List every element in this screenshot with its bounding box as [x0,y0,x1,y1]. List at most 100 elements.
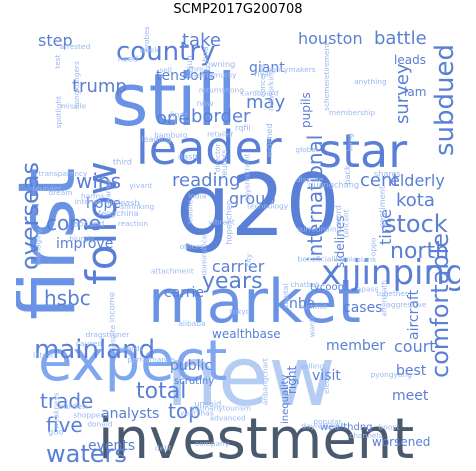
cloud-word-court: court [394,337,436,356]
cloud-word-time: time [376,209,395,245]
cloud-word-market: market [148,267,361,337]
cloud-word-stock: stock [384,210,448,238]
cloud-word-years: years [202,269,263,294]
cloud-word-new: new [166,330,336,425]
cloud-word-hopeschen: hopeschen [224,200,234,245]
cloud-word-electric: electric [322,367,331,394]
cloud-word-trade: trade [40,389,93,413]
cloud-word-networking: networking [267,69,276,111]
cloud-word-leads: leads [394,53,426,67]
cloud-word-dream: dream [49,188,73,197]
cloud-word-popular: popular [313,417,342,426]
cloud-word-may: may [246,92,286,113]
cloud-word-one: one [156,108,190,129]
cloud-word-membership: membership [329,108,376,117]
cloud-word-policymakers: policymakers [267,65,316,74]
cloud-word-hongkongers: hongkongers [72,61,81,109]
cloud-word-kota: kota [396,190,435,211]
cloud-word-probes: probes [142,26,151,51]
cloud-word-visit: visit [312,368,341,384]
cloud-word-blundy: blundy [69,234,95,243]
cloud-word-north: north [390,239,449,264]
cloud-word-leading: leading [141,134,171,144]
cloud-word-need: need [118,53,138,63]
cloud-word-summit: summit [299,302,327,311]
cloud-word-lam: lam [404,85,426,99]
cloud-word-yearshas: yearshas [180,409,214,418]
cloud-word-jinping: jinping [351,253,460,293]
cloud-word-selling: selling [300,362,324,371]
cloud-word-houston: houston [298,29,363,48]
cloud-word-third: third [113,156,132,166]
cloud-word-fosun: fosun [184,55,194,78]
cloud-word-wealth: wealth [212,327,252,341]
cloud-word-anbangchart: anbangchart [261,358,270,405]
cloud-word-germanytourism: germanytourism [190,404,251,413]
cloud-word-public: public [170,358,212,374]
cloud-word-border: border [191,106,251,127]
cloud-word-hna: hna [200,46,210,61]
cloud-word-company: company [195,439,230,448]
cloud-word-pupils: pupils [299,92,313,128]
cloud-word-guo: guo [48,426,63,436]
cloud-word-beneficialifornia: beneficialifornia [298,254,357,263]
cloud-word-week: week [139,45,159,54]
cloud-word-others: others [180,242,204,251]
cloud-word-returnshong: returnshong [199,86,244,95]
cloud-word-hamburg: hamburg [154,130,188,139]
cloud-word-chatbot: chatbot [291,280,319,289]
cloud-word-aftermath: aftermath [380,280,389,317]
cloud-word-member: member [326,338,385,354]
cloud-word-burden: burden [58,401,87,411]
cloud-word-hope: hope [86,196,121,212]
cloud-word-easingmurky: easingmurky [189,71,237,80]
cloud-word-transparency: transparency [39,169,88,178]
cloud-word-meet: meet [392,388,429,404]
cloud-word-carrie: carrie [164,285,204,301]
cloud-word-capital: capital [281,284,290,309]
cloud-word-tensions: tensions [156,68,215,84]
cloud-word-cases: cases [343,300,382,316]
cloud-word-five: five [46,413,83,437]
cloud-word-sentiment: sentiment [377,185,387,227]
cloud-word-reading: reading [172,170,240,191]
cloud-word-back: back [342,165,352,185]
cloud-word-missile: missile [61,102,87,111]
cloud-word-elderly: elderly [390,171,445,190]
cloud-word-owning: owning [206,59,236,69]
cloud-word-wanda: wanda [103,179,112,203]
cloud-word-channels: channels [349,431,382,440]
cloud-word-intense: intense [75,197,103,206]
cloud-word-saysrestraint: saysrestraint [243,153,252,201]
cloud-word-retailer: retailer [207,130,235,139]
cloud-word-follow: follow [77,161,126,285]
cloud-word-comfortable: comfortable [426,233,454,378]
cloud-word-vibrant: vibrant [208,217,234,226]
cloud-word-expect: expect [38,329,227,394]
cloud-word-leader: leader [136,121,282,175]
cloud-word-guangchang: guangchang [308,180,359,190]
cloud-word-word: word [333,205,343,225]
cloud-word-global: global [295,145,318,154]
cloud-word-director: director [213,143,222,173]
cloud-word-together: together [376,289,409,298]
cloud-word-take: take [182,30,221,51]
cloud-word-right: right [285,366,299,394]
chart-title: SCMP2017G200708 [173,2,303,17]
cloud-word-xiaohe: xiaohe [185,199,194,224]
cloud-word-schemeretirement: schemeretirement [322,43,331,111]
cloud-word-subdued: subdued [430,44,460,156]
cloud-word-giant: giant [249,60,285,76]
cloud-word-cardboard: cardboard [241,88,279,97]
cloud-word-aircraft: aircraft [406,289,422,340]
cloud-word-managing: managing [33,228,42,265]
cloud-word-india: india [188,191,206,200]
cloud-word-scrutiny: scrutiny [174,376,214,387]
cloud-word-now: now [197,98,214,108]
cloud-word-technology: technology [247,202,289,211]
cloud-word-harms: harms [81,192,104,201]
cloud-word-donald: donald [87,420,112,429]
cloud-word-widened: widened [264,123,274,158]
cloud-word-debt: debt [155,443,172,452]
